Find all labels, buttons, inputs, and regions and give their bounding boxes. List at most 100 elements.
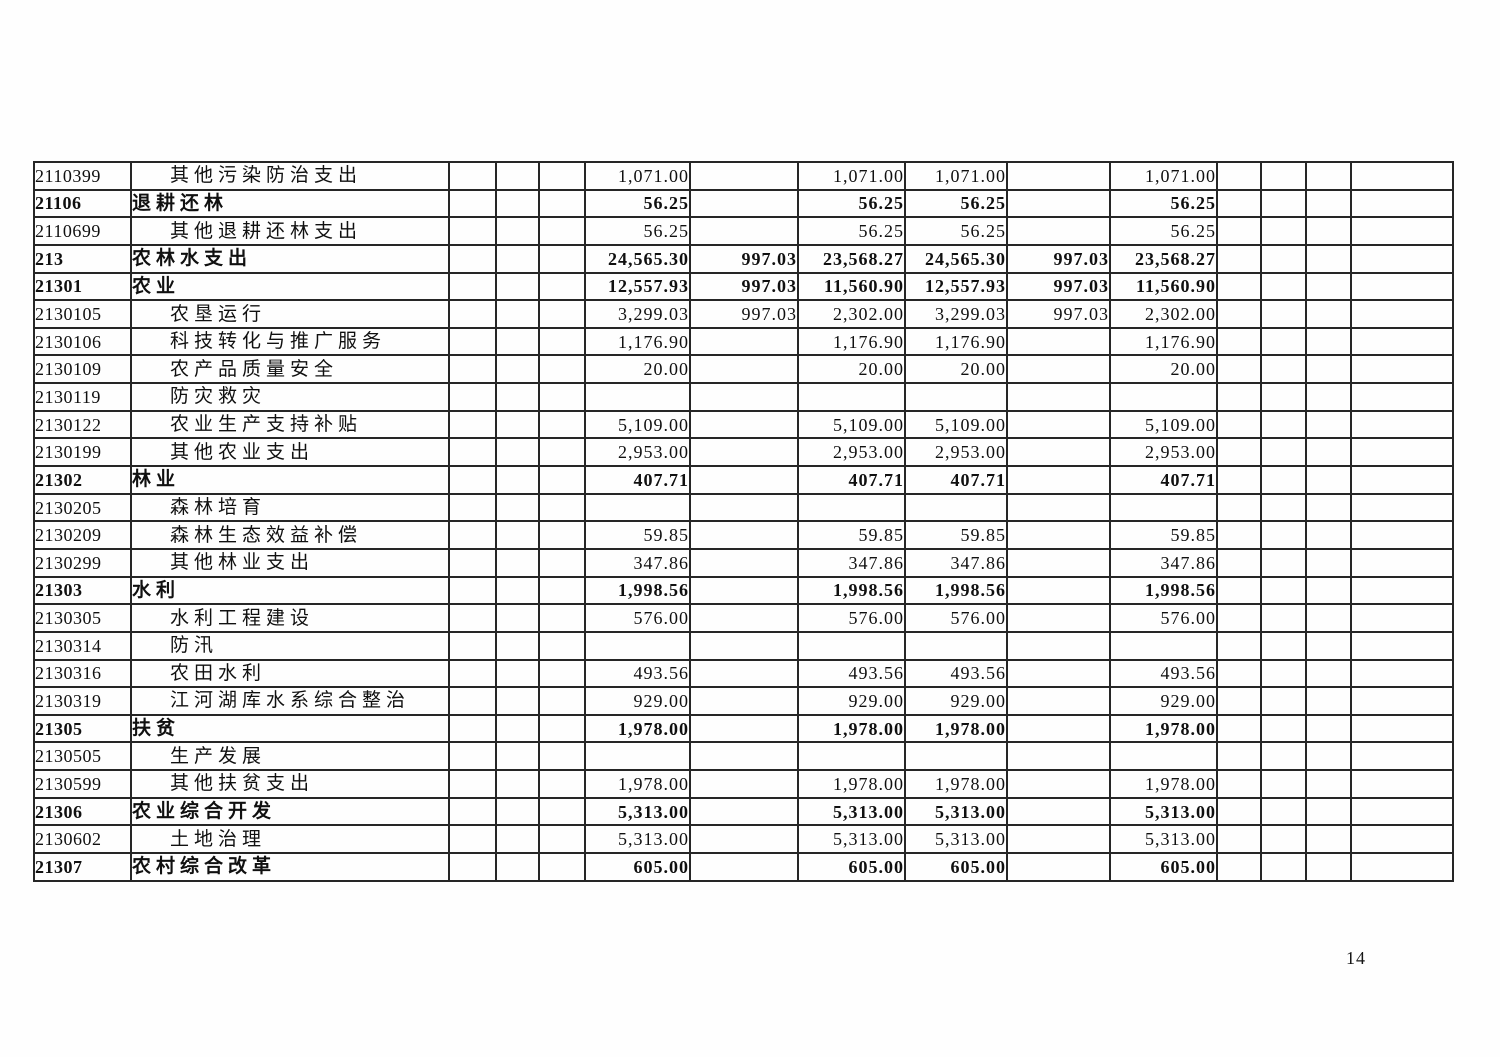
value-cell-project-expense: 1,998.56	[797, 575, 906, 606]
value-cell-project: 2,953.00	[1109, 437, 1218, 468]
row-code-cell: 2110699	[33, 216, 132, 246]
value-cell-project-expense	[797, 630, 906, 661]
empty-cell	[495, 769, 540, 799]
empty-cell	[1305, 243, 1352, 274]
empty-cell	[1350, 188, 1454, 219]
value-cell-total	[904, 492, 1008, 523]
value-cell-total: 2,953.00	[904, 437, 1008, 468]
row-name-cell: 水利	[130, 575, 450, 606]
empty-cell	[1260, 409, 1307, 440]
value-cell-project-expense	[797, 741, 906, 772]
value-cell-project: 347.86	[1109, 547, 1218, 578]
empty-cell	[538, 852, 586, 882]
row-code-cell: 2130314	[33, 630, 132, 661]
empty-cell	[1350, 713, 1454, 744]
empty-cell	[1260, 741, 1307, 772]
table-row: 2130106 科技转化与推广服务 1,176.90 1,176.90 1,17…	[33, 326, 1454, 357]
empty-cell	[1350, 658, 1454, 689]
value-cell-basic-expense	[689, 713, 799, 744]
value-cell-project-expense	[797, 492, 906, 523]
empty-cell	[1350, 326, 1454, 357]
value-cell-basic	[1006, 658, 1111, 689]
value-cell-project-expense: 407.71	[797, 465, 906, 495]
empty-cell	[538, 216, 586, 246]
value-cell-budget-total: 24,565.30	[584, 243, 691, 274]
empty-cell	[1216, 437, 1262, 468]
value-cell-basic-expense	[689, 354, 799, 385]
row-code-cell: 21301	[33, 271, 132, 302]
empty-cell	[1260, 216, 1307, 246]
value-cell-project-expense: 2,953.00	[797, 437, 906, 468]
value-cell-project-expense: 1,978.00	[797, 769, 906, 799]
value-cell-project-expense: 2,302.00	[797, 299, 906, 329]
empty-cell	[1216, 326, 1262, 357]
row-name-cell: 农业生产支持补贴	[130, 409, 450, 440]
empty-cell	[1260, 603, 1307, 633]
value-cell-project-expense: 929.00	[797, 686, 906, 716]
value-cell-project-expense	[797, 382, 906, 412]
value-cell-total: 56.25	[904, 216, 1008, 246]
empty-cell	[1260, 188, 1307, 219]
empty-cell	[495, 382, 540, 412]
empty-cell	[495, 575, 540, 606]
value-cell-project-expense: 576.00	[797, 603, 906, 633]
table-row: 2130205 森林培育	[33, 492, 1454, 523]
empty-cell	[1260, 658, 1307, 689]
value-cell-project-expense: 5,109.00	[797, 409, 906, 440]
empty-cell	[1350, 769, 1454, 799]
value-cell-budget-total	[584, 741, 691, 772]
empty-cell	[1305, 409, 1352, 440]
empty-cell	[448, 658, 497, 689]
value-cell-basic	[1006, 824, 1111, 855]
row-code-cell: 2130305	[33, 603, 132, 633]
table-row: 2110399 其他污染防治支出 1,071.00 1,071.00 1,071…	[33, 161, 1454, 191]
value-cell-basic-expense	[689, 575, 799, 606]
empty-cell	[448, 520, 497, 550]
value-cell-total: 12,557.93	[904, 271, 1008, 302]
table-row: 21106 退耕还林 56.25 56.25 56.25 56.25	[33, 188, 1454, 219]
row-code-cell: 2130316	[33, 658, 132, 689]
value-cell-project: 56.25	[1109, 188, 1218, 219]
row-name-cell: 其他退耕还林支出	[130, 216, 450, 246]
empty-cell	[1350, 686, 1454, 716]
value-cell-basic	[1006, 741, 1111, 772]
empty-cell	[1216, 354, 1262, 385]
empty-cell	[1305, 299, 1352, 329]
empty-cell	[538, 547, 586, 578]
value-cell-basic-expense	[689, 188, 799, 219]
value-cell-basic	[1006, 769, 1111, 799]
empty-cell	[538, 326, 586, 357]
empty-cell	[1216, 603, 1262, 633]
empty-cell	[495, 603, 540, 633]
empty-cell	[538, 465, 586, 495]
empty-cell	[448, 852, 497, 882]
value-cell-budget-total: 5,109.00	[584, 409, 691, 440]
value-cell-basic	[1006, 465, 1111, 495]
value-cell-basic-expense	[689, 465, 799, 495]
value-cell-budget-total: 56.25	[584, 216, 691, 246]
value-cell-total: 59.85	[904, 520, 1008, 550]
table-row: 2130314 防汛	[33, 630, 1454, 661]
empty-cell	[495, 547, 540, 578]
budget-table-body: 2110399 其他污染防治支出 1,071.00 1,071.00 1,071…	[33, 161, 1454, 882]
row-code-cell: 21306	[33, 796, 132, 827]
value-cell-project-expense: 11,560.90	[797, 271, 906, 302]
table-row: 21301 农业 12,557.93 997.03 11,560.90 12,5…	[33, 271, 1454, 302]
value-cell-basic-expense	[689, 769, 799, 799]
value-cell-budget-total: 1,978.00	[584, 713, 691, 744]
empty-cell	[448, 547, 497, 578]
empty-cell	[1216, 216, 1262, 246]
empty-cell	[495, 741, 540, 772]
value-cell-budget-total: 1,071.00	[584, 161, 691, 191]
row-code-cell: 21303	[33, 575, 132, 606]
value-cell-project: 605.00	[1109, 852, 1218, 882]
empty-cell	[495, 409, 540, 440]
value-cell-total	[904, 741, 1008, 772]
empty-cell	[495, 713, 540, 744]
row-code-cell: 2130106	[33, 326, 132, 357]
empty-cell	[448, 603, 497, 633]
empty-cell	[1216, 188, 1262, 219]
row-code-cell: 2130602	[33, 824, 132, 855]
empty-cell	[448, 741, 497, 772]
row-code-cell: 2130122	[33, 409, 132, 440]
